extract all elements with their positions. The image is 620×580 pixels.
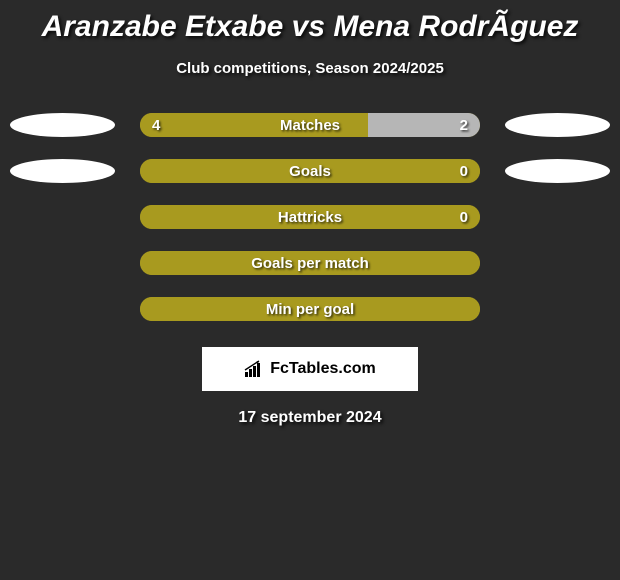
stat-row: 0Goals: [10, 159, 610, 183]
stat-bar: 0Goals: [140, 159, 480, 183]
stat-row: 42Matches: [10, 113, 610, 137]
stat-row: Min per goal: [10, 297, 610, 321]
player-right-ellipse: [505, 113, 610, 137]
ellipse-spacer: [10, 297, 115, 321]
bar-left-fill: [140, 251, 480, 275]
stat-bar: 42Matches: [140, 113, 480, 137]
brand-text: FcTables.com: [270, 360, 376, 378]
bar-left-fill: [140, 113, 368, 137]
player-left-ellipse: [10, 113, 115, 137]
bar-left-fill: [140, 297, 480, 321]
player-left-ellipse: [10, 159, 115, 183]
brand-badge: FcTables.com: [202, 347, 418, 391]
stat-bar: 0Hattricks: [140, 205, 480, 229]
stat-row: Goals per match: [10, 251, 610, 275]
stat-bar: Goals per match: [140, 251, 480, 275]
page-title: Aranzabe Etxabe vs Mena RodrÃ­guez: [0, 0, 620, 44]
stat-bar: Min per goal: [140, 297, 480, 321]
barchart-icon: [244, 360, 264, 378]
stat-row: 0Hattricks: [10, 205, 610, 229]
stat-rows: 42Matches 0Goals 0Hattricks Goals per match…: [0, 113, 620, 321]
player-right-ellipse: [505, 159, 610, 183]
bar-left-fill: [140, 205, 480, 229]
date-text: 17 september 2024: [0, 409, 620, 427]
bar-right-fill: [368, 113, 480, 137]
ellipse-spacer: [505, 297, 610, 321]
page-subtitle: Club competitions, Season 2024/2025: [0, 60, 620, 77]
ellipse-spacer: [10, 205, 115, 229]
bar-left-fill: [140, 159, 480, 183]
ellipse-spacer: [10, 251, 115, 275]
ellipse-spacer: [505, 205, 610, 229]
ellipse-spacer: [505, 251, 610, 275]
